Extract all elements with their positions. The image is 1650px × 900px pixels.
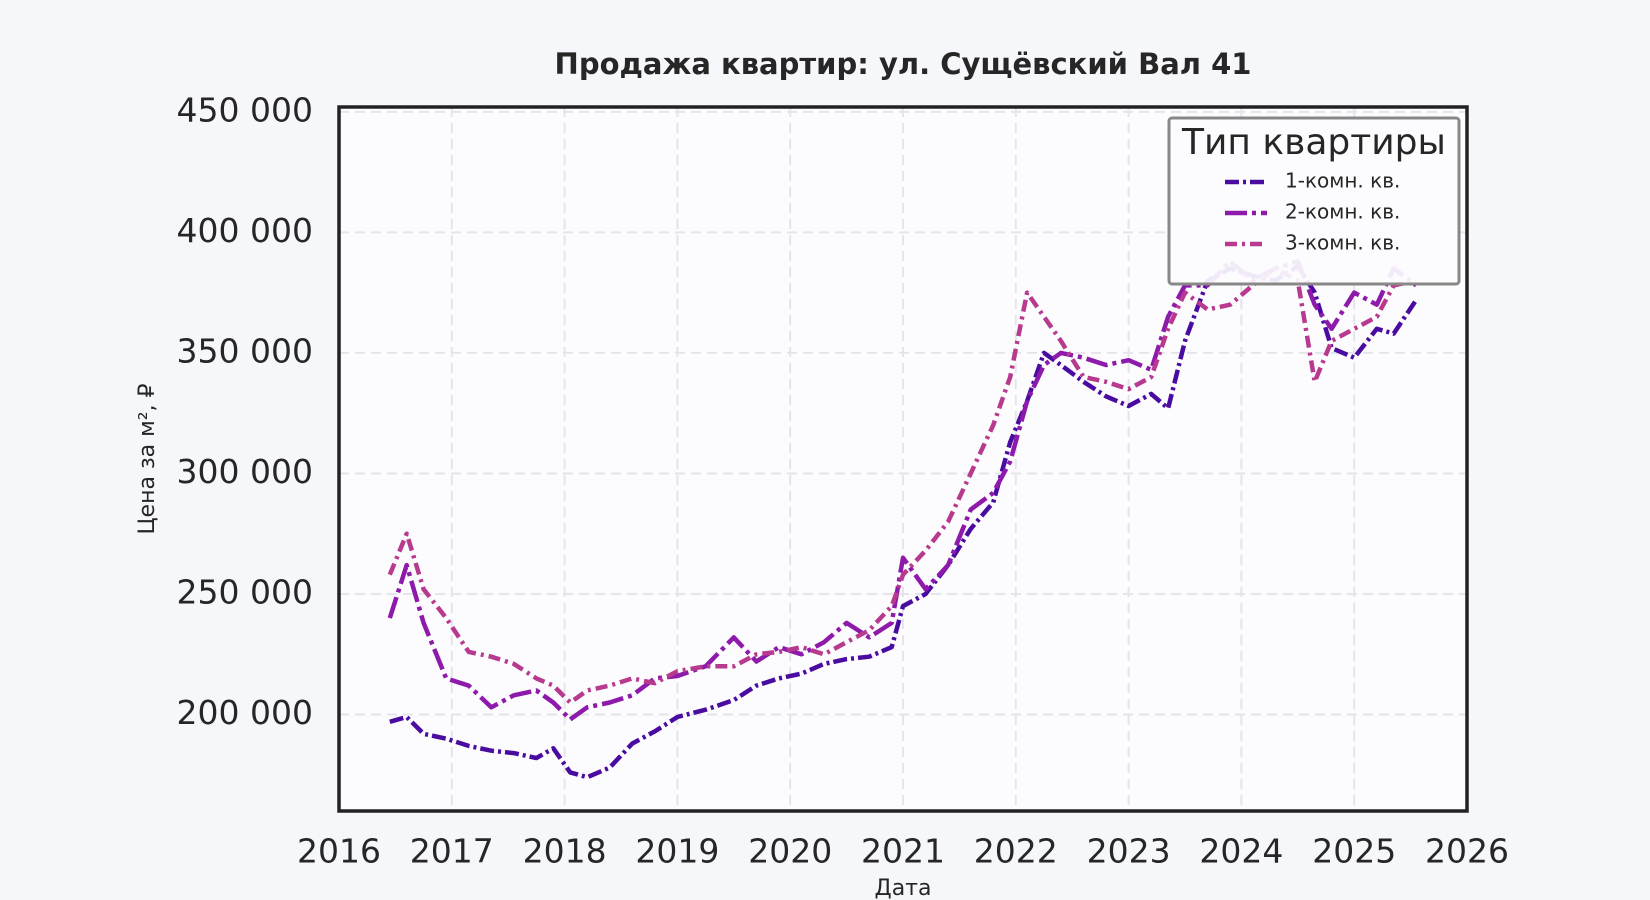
x-tick-label: 2025 (1312, 832, 1396, 871)
series-line (387, 259, 1418, 722)
x-tick-label: 2024 (1199, 832, 1283, 871)
x-axis-label: Дата (875, 876, 932, 900)
y-tick-label: 350 000 (177, 331, 313, 370)
legend: Тип квартиры 1-комн. кв. 2-комн. кв. 3-комн… (1167, 116, 1461, 286)
y-tick-label: 450 000 (177, 90, 313, 129)
chart-title: Продажа квартир: ул. Сущёвский Вал 41 (555, 47, 1252, 81)
x-tick-label: 2016 (297, 832, 381, 871)
ticks: 200 000 250 000 300 000 350 000 400 000 450 0… (177, 90, 1509, 870)
y-tick-label: 200 000 (177, 693, 313, 732)
y-axis-label: Цена за м², ₽ (135, 383, 160, 534)
x-tick-label: 2022 (974, 832, 1058, 871)
x-tick-label: 2020 (748, 832, 832, 871)
legend-label: 2-комн. кв. (1285, 200, 1400, 224)
x-tick-label: 2023 (1087, 832, 1171, 871)
x-tick-label: 2019 (635, 832, 719, 871)
x-tick-label: 2017 (410, 832, 494, 871)
legend-label: 3-комн. кв. (1285, 231, 1400, 255)
x-tick-label: 2018 (523, 832, 607, 871)
legend-title: Тип квартиры (1181, 122, 1446, 163)
y-tick-label: 300 000 (177, 452, 313, 491)
x-tick-label: 2021 (861, 832, 945, 871)
legend-box (1167, 116, 1461, 286)
series-line (387, 266, 1417, 705)
y-tick-label: 250 000 (177, 573, 313, 612)
plot-frame (337, 105, 1469, 813)
x-tick-label: 2026 (1425, 832, 1509, 871)
y-tick-label: 400 000 (177, 211, 313, 250)
legend-label: 1-комн. кв. (1285, 169, 1400, 193)
